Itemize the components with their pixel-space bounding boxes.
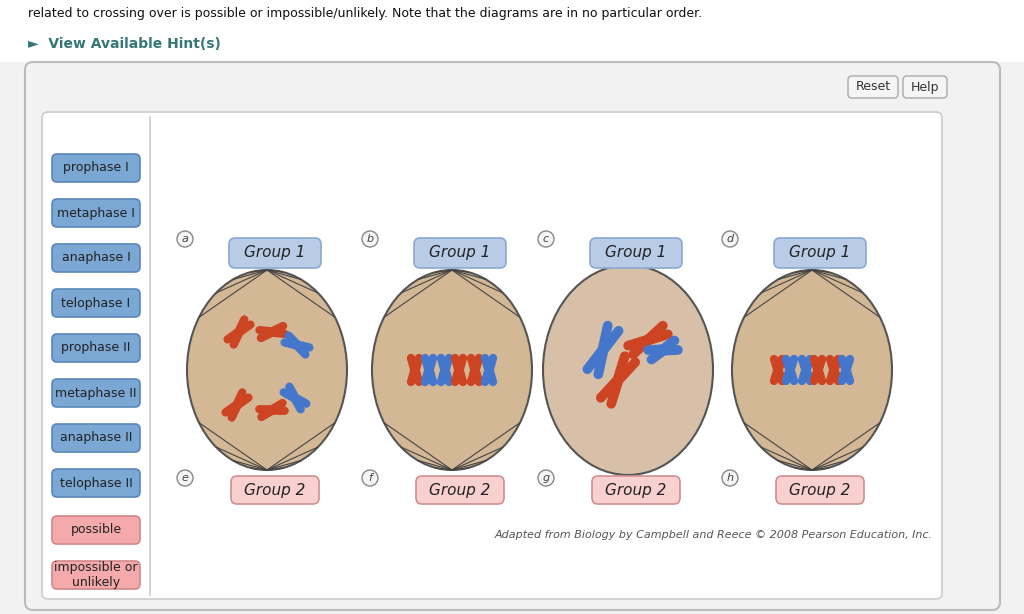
Text: metaphase I: metaphase I [57,206,135,219]
Text: Group 1: Group 1 [245,246,306,260]
FancyBboxPatch shape [776,476,864,504]
Text: anaphase II: anaphase II [59,432,132,445]
Text: Group 1: Group 1 [605,246,667,260]
FancyBboxPatch shape [774,238,866,268]
Ellipse shape [538,470,554,486]
FancyBboxPatch shape [52,469,140,497]
Text: telophase I: telophase I [61,297,131,309]
FancyBboxPatch shape [416,476,504,504]
Text: Group 2: Group 2 [245,483,306,497]
Text: Group 1: Group 1 [790,246,851,260]
FancyBboxPatch shape [52,379,140,407]
Ellipse shape [538,231,554,247]
Text: prophase II: prophase II [61,341,131,354]
Text: ►  View Available Hint(s): ► View Available Hint(s) [28,37,221,51]
Ellipse shape [543,265,713,475]
Text: g: g [543,473,550,483]
Text: e: e [181,473,188,483]
Ellipse shape [362,470,378,486]
FancyBboxPatch shape [592,476,680,504]
FancyBboxPatch shape [52,424,140,452]
Ellipse shape [177,470,193,486]
FancyBboxPatch shape [52,289,140,317]
Text: f: f [368,473,372,483]
FancyBboxPatch shape [42,112,942,599]
FancyBboxPatch shape [52,561,140,589]
Text: Help: Help [910,80,939,93]
Ellipse shape [372,270,532,470]
Text: d: d [726,234,733,244]
Text: possible: possible [71,524,122,537]
FancyBboxPatch shape [848,76,898,98]
Text: impossible or
unlikely: impossible or unlikely [54,561,138,589]
FancyBboxPatch shape [231,476,319,504]
FancyBboxPatch shape [903,76,947,98]
Ellipse shape [732,270,892,470]
FancyBboxPatch shape [229,238,321,268]
Text: h: h [726,473,733,483]
Text: Group 2: Group 2 [790,483,851,497]
Text: Group 2: Group 2 [605,483,667,497]
Text: Group 2: Group 2 [429,483,490,497]
Ellipse shape [177,231,193,247]
Text: telophase II: telophase II [59,476,132,489]
FancyBboxPatch shape [414,238,506,268]
FancyBboxPatch shape [52,516,140,544]
FancyBboxPatch shape [52,199,140,227]
FancyBboxPatch shape [25,62,1000,610]
Text: metaphase II: metaphase II [55,386,137,400]
FancyBboxPatch shape [52,334,140,362]
Text: anaphase I: anaphase I [61,252,130,265]
Ellipse shape [187,270,347,470]
Bar [0,0,1024,62]
Ellipse shape [722,231,738,247]
Text: prophase I: prophase I [63,161,129,174]
Text: Group 1: Group 1 [429,246,490,260]
Ellipse shape [722,470,738,486]
Ellipse shape [362,231,378,247]
Text: related to crossing over is possible or impossible/unlikely. Note that the diagr: related to crossing over is possible or … [28,7,702,20]
Text: c: c [543,234,549,244]
Text: a: a [181,234,188,244]
Text: b: b [367,234,374,244]
Text: Adapted from Biology by Campbell and Reece © 2008 Pearson Education, Inc.: Adapted from Biology by Campbell and Ree… [495,530,933,540]
FancyBboxPatch shape [52,244,140,272]
Text: Reset: Reset [855,80,891,93]
FancyBboxPatch shape [52,154,140,182]
FancyBboxPatch shape [590,238,682,268]
